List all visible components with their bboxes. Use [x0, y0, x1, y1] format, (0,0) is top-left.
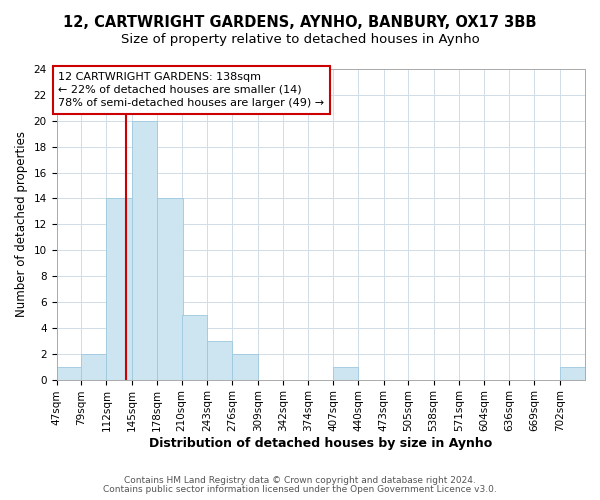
Text: Contains public sector information licensed under the Open Government Licence v3: Contains public sector information licen… [103, 485, 497, 494]
Bar [132, 121, 157, 380]
X-axis label: Distribution of detached houses by size in Aynho: Distribution of detached houses by size … [149, 437, 493, 450]
Bar [232, 354, 258, 380]
Bar [333, 366, 358, 380]
Bar [560, 366, 585, 380]
Bar [157, 198, 182, 380]
Text: 12, CARTWRIGHT GARDENS, AYNHO, BANBURY, OX17 3BB: 12, CARTWRIGHT GARDENS, AYNHO, BANBURY, … [63, 15, 537, 30]
Text: Size of property relative to detached houses in Aynho: Size of property relative to detached ho… [121, 32, 479, 46]
Bar [81, 354, 106, 380]
Y-axis label: Number of detached properties: Number of detached properties [15, 132, 28, 318]
Bar [207, 341, 232, 380]
Text: 12 CARTWRIGHT GARDENS: 138sqm
← 22% of detached houses are smaller (14)
78% of s: 12 CARTWRIGHT GARDENS: 138sqm ← 22% of d… [58, 72, 324, 108]
Bar [106, 198, 132, 380]
Bar [182, 315, 207, 380]
Text: Contains HM Land Registry data © Crown copyright and database right 2024.: Contains HM Land Registry data © Crown c… [124, 476, 476, 485]
Bar [56, 366, 82, 380]
